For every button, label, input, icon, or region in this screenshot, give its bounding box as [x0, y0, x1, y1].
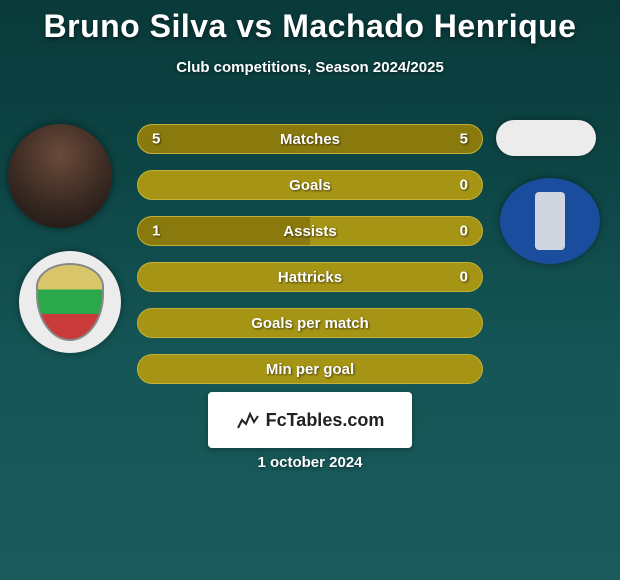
club-badge-shape — [36, 263, 104, 341]
player-left-club-badge — [19, 251, 121, 353]
stat-row: Hattricks 0 — [137, 262, 483, 292]
stat-value-right: 0 — [460, 223, 468, 240]
stats-container: 5 Matches 5 Goals 0 1 Assists 0 Hattrick… — [137, 124, 483, 400]
stat-label: Goals per match — [251, 315, 369, 332]
brand-text: FcTables.com — [266, 410, 385, 431]
page-title: Bruno Silva vs Machado Henrique — [0, 8, 620, 45]
brand-badge: FcTables.com — [208, 392, 412, 448]
brand-icon — [236, 410, 260, 430]
stat-row: Min per goal — [137, 354, 483, 384]
stat-value-right: 5 — [460, 131, 468, 148]
stat-value-right: 0 — [460, 269, 468, 286]
stat-row: Goals 0 — [137, 170, 483, 200]
comparison-card: Bruno Silva vs Machado Henrique Club com… — [0, 0, 620, 580]
player-left-photo — [8, 124, 112, 228]
stat-label: Goals — [289, 177, 331, 194]
stat-label: Hattricks — [278, 269, 342, 286]
stat-value-left: 5 — [152, 131, 160, 148]
date-label: 1 october 2024 — [0, 454, 620, 471]
stat-row: 1 Assists 0 — [137, 216, 483, 246]
club-badge-shape — [535, 192, 565, 250]
stat-row: Goals per match — [137, 308, 483, 338]
player-right-club-badge — [500, 178, 600, 264]
stat-value-right: 0 — [460, 177, 468, 194]
stat-label: Min per goal — [266, 361, 354, 378]
stat-row: 5 Matches 5 — [137, 124, 483, 154]
subtitle: Club competitions, Season 2024/2025 — [0, 59, 620, 76]
stat-label: Matches — [280, 131, 340, 148]
stat-value-left: 1 — [152, 223, 160, 240]
player-right-photo — [496, 120, 596, 156]
stat-label: Assists — [283, 223, 336, 240]
